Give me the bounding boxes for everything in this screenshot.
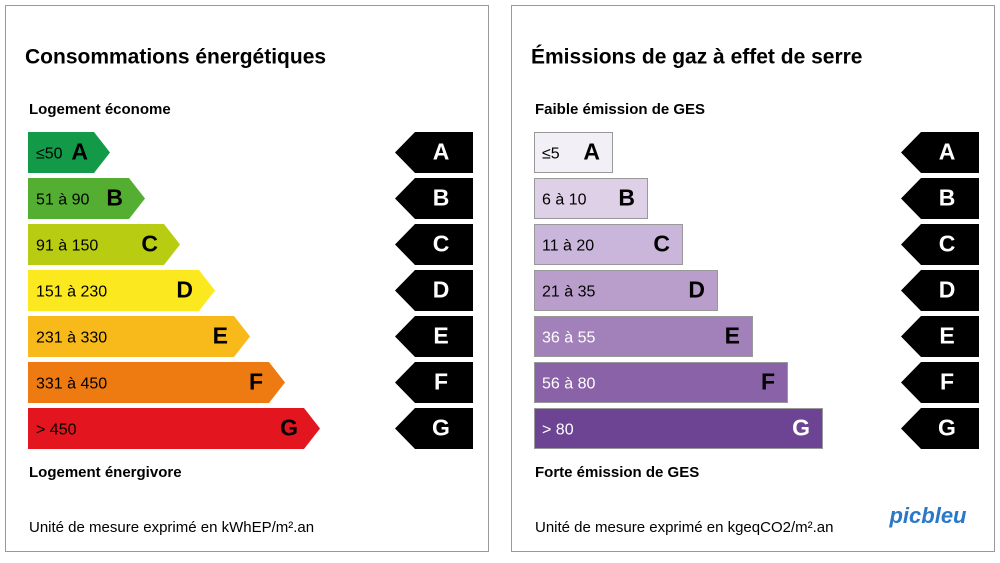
marker-letter: C (939, 231, 956, 257)
class-range: 36 à 55 (542, 330, 595, 347)
class-letter: B (618, 185, 635, 211)
bottom-label: Logement énergivore (29, 464, 182, 481)
class-bar (534, 224, 683, 265)
panel-title: Émissions de gaz à effet de serre (531, 46, 862, 69)
marker-letter: E (939, 323, 954, 349)
class-bar (534, 362, 788, 403)
class-range: 51 à 90 (36, 192, 89, 209)
class-bar (28, 270, 215, 311)
class-marker (901, 408, 979, 449)
top-label: Faible émission de GES (535, 101, 705, 118)
class-range: 231 à 330 (36, 330, 107, 347)
class-letter: C (653, 231, 670, 257)
class-bar (534, 408, 823, 449)
class-range: ≤50 (36, 146, 63, 163)
class-bar (28, 408, 320, 449)
class-letter: A (583, 139, 600, 165)
class-marker (395, 178, 473, 219)
class-range: 11 à 20 (542, 238, 594, 255)
class-marker (395, 132, 473, 173)
class-range: 91 à 150 (36, 238, 98, 255)
class-range: > 80 (542, 422, 574, 439)
marker-letter: A (433, 139, 450, 165)
class-bar (28, 224, 180, 265)
class-marker (901, 224, 979, 265)
unit: Unité de mesure exprimé en kWhEP/m².an (29, 519, 314, 536)
marker-letter: F (434, 369, 448, 395)
class-marker (901, 178, 979, 219)
class-marker (901, 270, 979, 311)
logo: picbleu (888, 503, 967, 528)
class-marker (901, 316, 979, 357)
class-marker (395, 316, 473, 357)
class-marker (395, 408, 473, 449)
class-letter: F (761, 369, 775, 395)
class-bar (534, 132, 613, 173)
class-letter: C (141, 231, 158, 257)
class-marker (901, 132, 979, 173)
class-letter: E (725, 323, 740, 349)
marker-letter: F (940, 369, 954, 395)
class-bar (28, 362, 285, 403)
marker-letter: D (433, 277, 450, 303)
marker-letter: A (939, 139, 956, 165)
class-range: ≤5 (542, 146, 560, 163)
class-letter: A (71, 139, 88, 165)
marker-letter: B (433, 185, 450, 211)
class-letter: G (792, 415, 810, 441)
class-letter: G (280, 415, 298, 441)
class-letter: B (106, 185, 123, 211)
class-range: 151 à 230 (36, 284, 107, 301)
top-label: Logement économe (29, 101, 171, 118)
class-range: 6 à 10 (542, 192, 587, 209)
class-bar (534, 270, 718, 311)
class-bar (534, 316, 753, 357)
marker-letter: B (939, 185, 956, 211)
class-range: > 450 (36, 422, 77, 439)
class-marker (395, 362, 473, 403)
class-bar (28, 178, 145, 219)
class-bar (28, 316, 250, 357)
class-range: 331 à 450 (36, 376, 107, 393)
class-letter: D (688, 277, 705, 303)
unit: Unité de mesure exprimé en kgeqCO2/m².an (535, 519, 833, 536)
class-marker (901, 362, 979, 403)
panel-title: Consommations énergétiques (25, 46, 326, 69)
class-letter: D (176, 277, 193, 303)
class-marker (395, 270, 473, 311)
class-bar (534, 178, 648, 219)
class-marker (395, 224, 473, 265)
marker-letter: D (939, 277, 956, 303)
bottom-label: Forte émission de GES (535, 464, 699, 481)
class-letter: F (249, 369, 263, 395)
class-letter: E (213, 323, 228, 349)
marker-letter: G (938, 415, 956, 441)
marker-letter: E (433, 323, 448, 349)
class-range: 56 à 80 (542, 376, 595, 393)
marker-letter: G (432, 415, 450, 441)
class-range: 21 à 35 (542, 284, 595, 301)
class-bar (28, 132, 110, 173)
marker-letter: C (433, 231, 450, 257)
